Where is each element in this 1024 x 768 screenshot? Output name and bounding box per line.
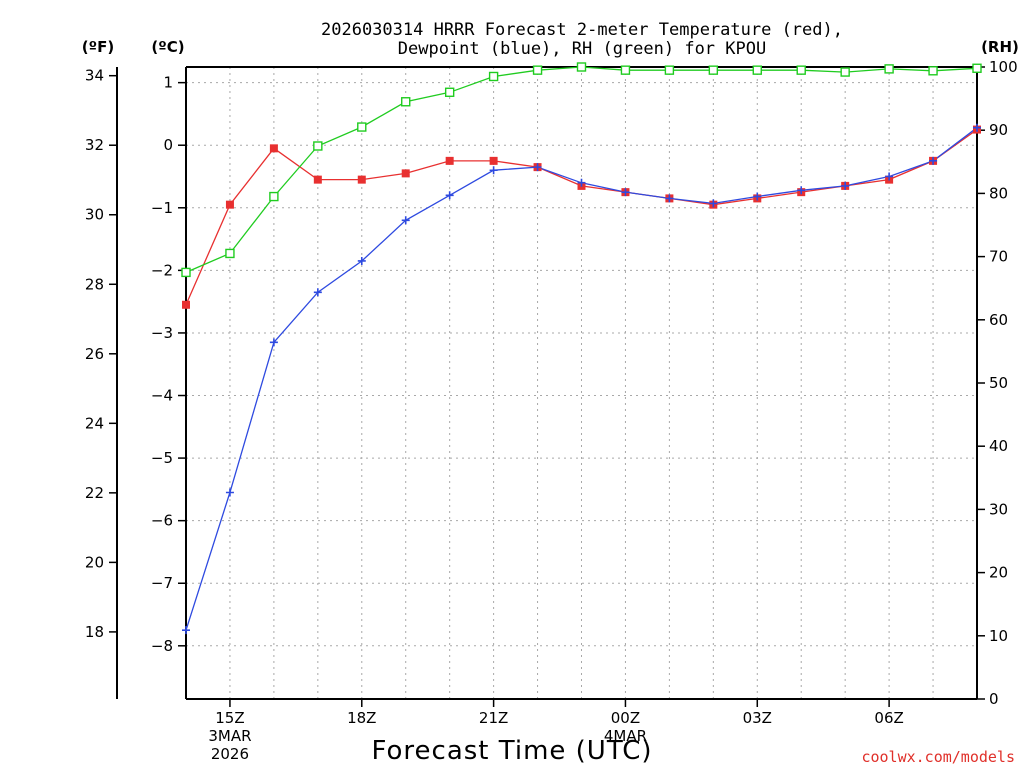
dewpoint-point	[313, 288, 322, 297]
fahrenheit-tick-label: 20	[85, 553, 104, 571]
rh-point	[269, 191, 279, 202]
celsius-tick-label: −4	[151, 387, 173, 405]
temperature-point	[225, 200, 234, 209]
chart-title-line2: Dewpoint (blue), RH (green) for KPOU	[398, 39, 766, 59]
axes	[109, 66, 985, 707]
rh-point	[840, 67, 850, 77]
rh-point	[752, 65, 762, 75]
temperature-point	[357, 175, 366, 184]
dewpoint-point	[577, 178, 586, 187]
dewpoint-point	[401, 216, 410, 225]
x-tick-label: 18Z	[347, 709, 376, 727]
dewpoint-point	[797, 186, 806, 195]
rh-point	[357, 122, 367, 132]
x-axis-title: Forecast Time (UTC)	[371, 736, 652, 766]
dewpoint-point	[973, 123, 981, 132]
dewpoint-point	[709, 199, 718, 208]
credit-text: coolwx.com/models	[861, 748, 1015, 766]
rh-tick-label: 10	[989, 627, 1008, 645]
rh-point	[225, 248, 235, 259]
rh-tick-label: 60	[989, 311, 1008, 329]
dewpoint-point	[665, 194, 674, 203]
rh-point	[796, 65, 806, 75]
fahrenheit-unit-label: (ºF)	[82, 38, 114, 56]
temperature-point	[489, 156, 498, 165]
rh-point	[884, 64, 894, 74]
dewpoint-point	[885, 172, 894, 181]
celsius-tick-label: −6	[151, 512, 173, 530]
tick-labels: 10−1−2−3−4−5−6−7−83432302826242220181009…	[85, 58, 1018, 763]
temperature-point	[313, 175, 322, 184]
fahrenheit-tick-label: 22	[85, 484, 104, 502]
celsius-tick-label: −1	[151, 199, 173, 217]
dewpoint-point	[929, 156, 938, 165]
fahrenheit-tick-label: 28	[85, 275, 104, 293]
rh-tick-label: 100	[989, 58, 1018, 76]
rh-point	[620, 65, 631, 75]
celsius-tick-label: −3	[151, 324, 173, 342]
dewpoint-point	[269, 338, 278, 347]
rh-tick-label: 90	[989, 121, 1008, 139]
rh-point	[928, 66, 938, 76]
rh-point	[576, 62, 587, 72]
celsius-tick-label: −5	[151, 449, 173, 467]
x-tick-label: 03Z	[743, 709, 772, 727]
temperature-point	[269, 144, 278, 153]
dewpoint-point	[533, 163, 542, 172]
rh-point	[444, 87, 455, 97]
fahrenheit-tick-label: 34	[85, 67, 104, 85]
rh-point	[488, 71, 499, 82]
rh-tick-label: 80	[989, 184, 1008, 202]
rh-point	[708, 65, 719, 75]
dewpoint-point	[445, 191, 454, 200]
celsius-tick-label: −7	[151, 574, 173, 592]
fahrenheit-tick-label: 24	[85, 414, 104, 432]
fahrenheit-tick-label: 18	[85, 623, 104, 641]
dewpoint-point	[621, 188, 630, 197]
rh-point	[532, 65, 543, 75]
fahrenheit-tick-label: 30	[85, 206, 104, 224]
dewpoint-point	[489, 166, 498, 175]
celsius-tick-label: 1	[163, 74, 173, 92]
rh-tick-label: 30	[989, 500, 1008, 518]
dewpoint-point	[841, 181, 850, 190]
temperature-point	[401, 169, 410, 178]
dewpoint-point	[182, 626, 190, 635]
fahrenheit-tick-label: 26	[85, 345, 104, 363]
rh-point	[313, 141, 323, 151]
rh-tick-label: 40	[989, 437, 1008, 455]
x-tick-label: 00Z	[611, 709, 640, 727]
temperature-point	[445, 156, 454, 165]
dewpoint-point	[753, 192, 762, 201]
celsius-tick-label: 0	[163, 136, 173, 154]
dewpoint-point	[225, 488, 234, 497]
rh-point	[181, 267, 191, 278]
temperature-point	[182, 300, 190, 309]
rh-tick-label: 0	[989, 690, 999, 708]
rh-point	[972, 63, 982, 73]
dewpoint-point	[357, 256, 366, 265]
rh-point	[401, 97, 411, 107]
x-tick-label: 15Z	[215, 709, 244, 727]
rh-tick-label: 70	[989, 248, 1008, 266]
celsius-unit-label: (ºC)	[151, 38, 184, 56]
rh-unit-label: (RH)	[981, 38, 1019, 56]
rh-point	[664, 65, 675, 75]
rh-tick-label: 20	[989, 564, 1008, 582]
x-tick-date-label: 3MAR	[208, 727, 251, 745]
series-markers	[181, 62, 982, 635]
x-tick-date-label: 4MAR	[604, 727, 647, 745]
celsius-tick-label: −8	[151, 637, 173, 655]
x-tick-date-label: 2026	[211, 745, 249, 763]
chart-title-line1: 2026030314 HRRR Forecast 2-meter Tempera…	[321, 20, 843, 40]
celsius-tick-label: −2	[151, 261, 173, 279]
x-tick-label: 06Z	[874, 709, 903, 727]
rh-tick-label: 50	[989, 374, 1008, 392]
x-tick-label: 21Z	[479, 709, 508, 727]
fahrenheit-tick-label: 32	[85, 136, 104, 154]
